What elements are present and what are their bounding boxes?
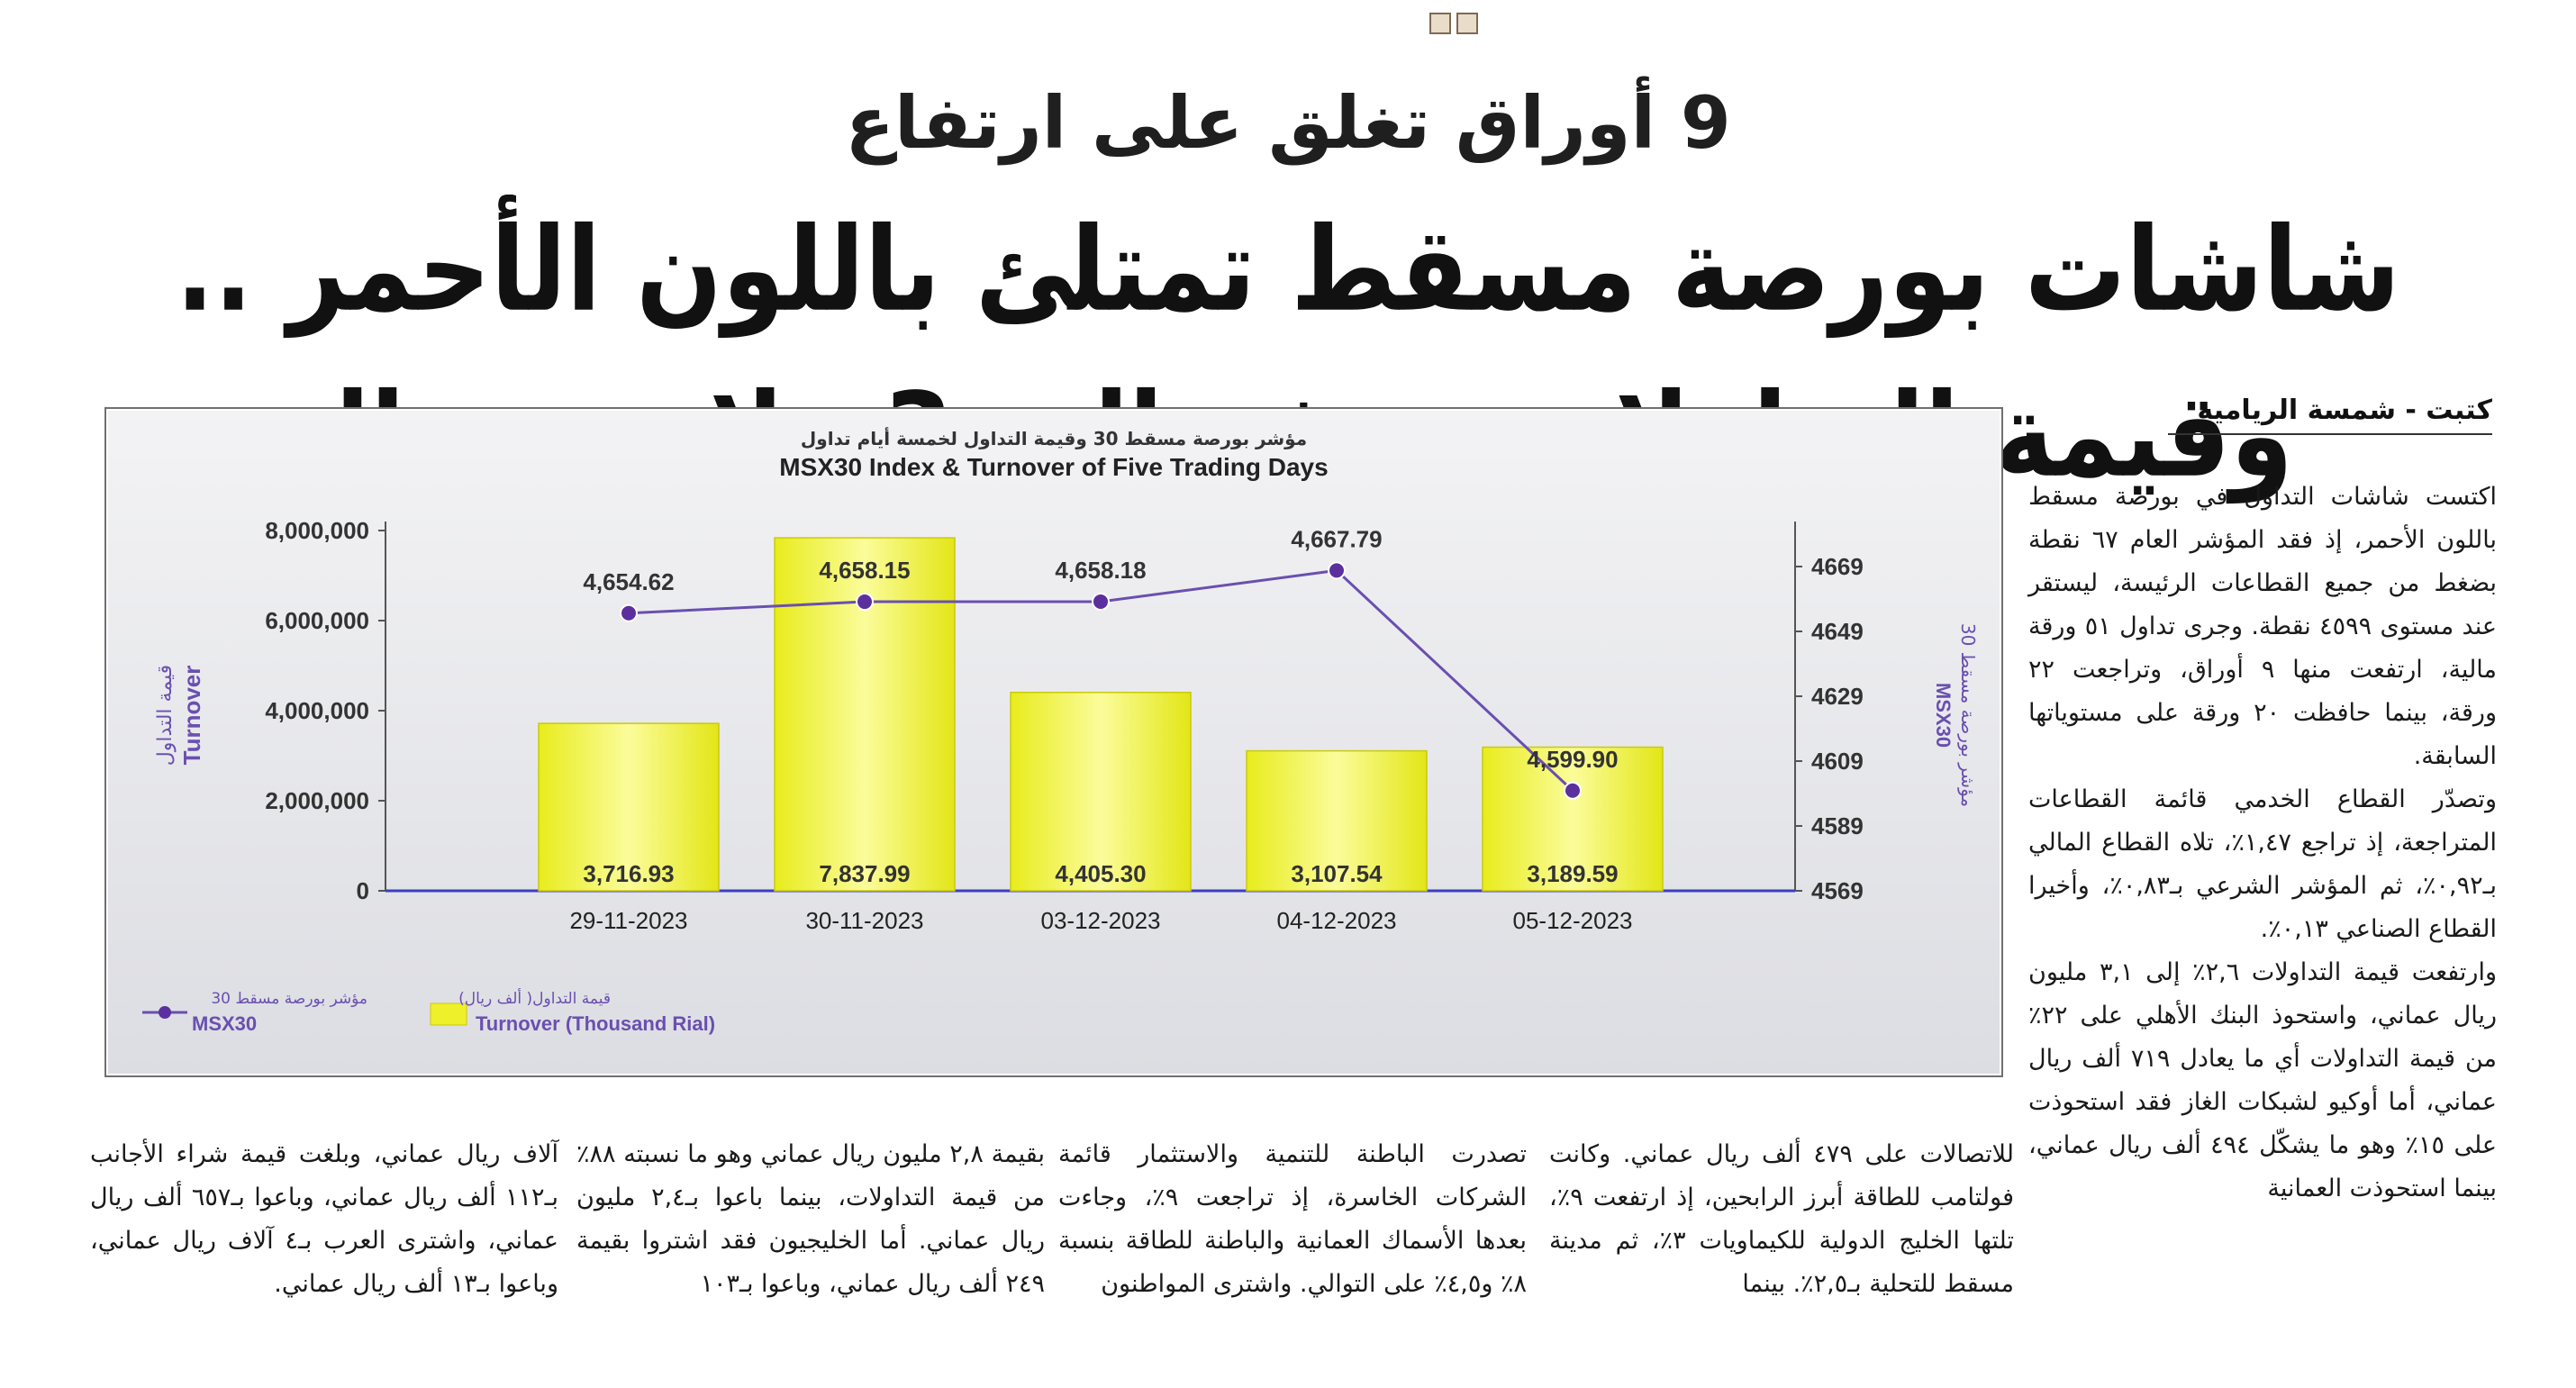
article-column-bottom-4: آلاف ريال عماني، وبلغت قيمة شراء الأجانب… [90, 1133, 558, 1306]
msx30-value-label: 4,658.18 [1055, 557, 1146, 584]
msx30-point [856, 593, 874, 612]
right-axis-title-arabic: مؤشر بورصة مسقط 30 [1957, 623, 1979, 807]
turnover-bar [774, 537, 956, 892]
x-tick-label: 05-12-2023 [1513, 907, 1633, 934]
paragraph: بقيمة ٢,٨ مليون ريال عماني وهو ما نسبته … [576, 1140, 1045, 1298]
right-tick-label: 4589 [1811, 812, 1864, 839]
legend-line-label: MSX30 [192, 1012, 257, 1035]
paragraph: تصدرت الباطنة للتنمية والاستثمار قائمة ا… [1058, 1140, 1527, 1298]
right-axis-title: MSX30 [1932, 683, 1955, 748]
bar-value-label: 7,837.99 [819, 860, 910, 887]
msx30-point [1092, 592, 1110, 611]
msx30-value-label: 4,667.79 [1291, 525, 1382, 552]
legend-bar-label-arabic: قيمة التداول( ألف ريال) [458, 988, 611, 1008]
right-tick-label: 4609 [1811, 748, 1864, 775]
left-tick-label: 6,000,000 [265, 607, 369, 634]
paragraph: وارتفعت قيمة التداولات ٢,٦٪ إلى ٣,١ مليو… [2028, 958, 2497, 1202]
left-tick-label: 2,000,000 [265, 787, 369, 814]
legend-line-marker [159, 1006, 171, 1019]
header-ornament [1429, 13, 1478, 34]
right-tick-label: 4569 [1811, 877, 1864, 904]
msx30-value-label: 4,654.62 [583, 568, 674, 595]
turnover-bar [538, 722, 720, 892]
bar-value-label: 4,405.30 [1055, 860, 1146, 887]
legend-bar-label: Turnover (Thousand Rial) [476, 1012, 715, 1035]
left-tick-label: 4,000,000 [265, 697, 369, 724]
msx30-value-label: 4,599.90 [1527, 746, 1618, 773]
x-tick-label: 30-11-2023 [805, 907, 923, 934]
legend-line-label-arabic: مؤشر بورصة مسقط 30 [211, 990, 367, 1008]
paragraph: اكتست شاشات التداول في بورصة مسقط باللون… [2028, 483, 2497, 770]
x-tick-label: 04-12-2023 [1277, 907, 1397, 934]
right-tick-label: 4629 [1811, 683, 1864, 710]
bar-value-label: 3,716.93 [583, 860, 674, 887]
article-column-bottom-1: للاتصالات على ٤٧٩ ألف ريال عماني. وكانت … [1549, 1133, 2014, 1306]
msx30-point [620, 603, 638, 622]
bar-value-label: 3,107.54 [1291, 860, 1383, 887]
x-tick-label: 29-11-2023 [569, 907, 687, 934]
paragraph: للاتصالات على ٤٧٩ ألف ريال عماني. وكانت … [1549, 1140, 2015, 1298]
chart-panel: مؤشر بورصة مسقط 30 وقيمة التداول لخمسة أ… [104, 407, 2003, 1077]
article-column-bottom-2: تصدرت الباطنة للتنمية والاستثمار قائمة ا… [1058, 1133, 1527, 1306]
legend-bar-swatch [430, 1002, 467, 1026]
chart-svg: مؤشر بورصة مسقط 30 وقيمة التداول لخمسة أ… [108, 411, 2000, 1074]
turnover-bar [1482, 746, 1664, 892]
right-tick-label: 4669 [1811, 553, 1864, 580]
turnover-bar [1246, 749, 1428, 892]
bar-value-label: 3,189.59 [1527, 860, 1618, 887]
chart-title: MSX30 Index & Turnover of Five Trading D… [779, 453, 1328, 481]
left-axis-title: Turnover [178, 666, 205, 766]
left-axis-title-arabic: قيمة التداول [154, 665, 177, 766]
left-tick-label: 0 [357, 877, 369, 904]
right-tick-label: 4649 [1811, 618, 1864, 645]
subheadline: 9 أوراق تغلق على ارتفاع [845, 81, 1731, 165]
msx30-value-label: 4,658.15 [819, 557, 910, 584]
left-tick-label: 8,000,000 [265, 517, 369, 544]
article-column-right: اكتست شاشات التداول في بورصة مسقط باللون… [2028, 476, 2497, 1211]
article-column-bottom-3: بقيمة ٢,٨ مليون ريال عماني وهو ما نسبته … [576, 1133, 1045, 1306]
x-tick-label: 03-12-2023 [1041, 907, 1161, 934]
paragraph: آلاف ريال عماني، وبلغت قيمة شراء الأجانب… [90, 1140, 558, 1298]
turnover-bar [1010, 691, 1192, 892]
chart-subtitle: مؤشر بورصة مسقط 30 وقيمة التداول لخمسة أ… [801, 426, 1307, 449]
msx30-point [1564, 781, 1582, 800]
byline: كتبت - شمسة الرياميه [2168, 395, 2492, 435]
paragraph: وتصدّر القطاع الخدمي قائمة القطاعات المت… [2028, 785, 2498, 943]
msx30-point [1328, 561, 1346, 580]
